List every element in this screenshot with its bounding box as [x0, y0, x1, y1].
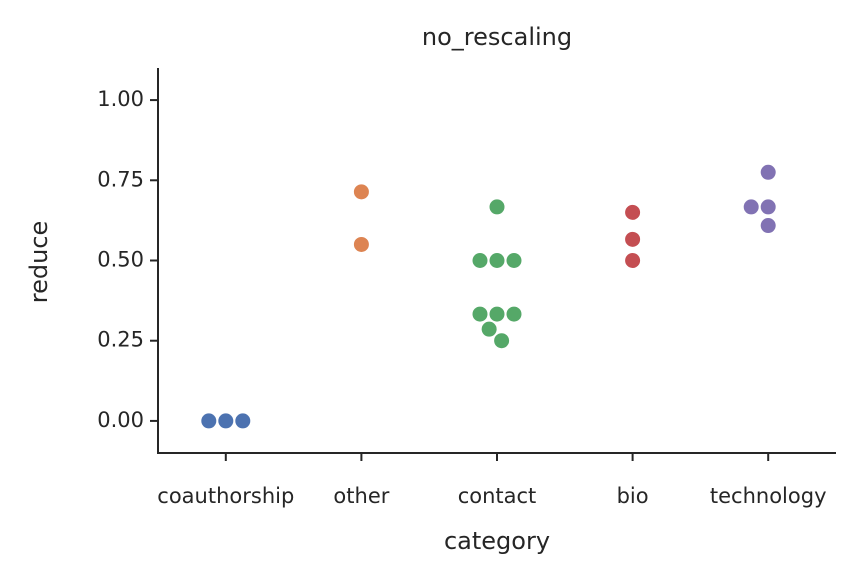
y-tick-label: 0.00: [97, 408, 144, 432]
point: [625, 204, 641, 220]
point: [472, 253, 488, 268]
y-tick-label: 0.50: [97, 248, 144, 272]
point: [625, 253, 641, 268]
y-axis-label: reduce: [25, 221, 53, 304]
point: [506, 253, 522, 268]
y-tick-label: 0.75: [97, 167, 144, 191]
point: [353, 184, 369, 200]
x-axis-label: category: [444, 527, 550, 555]
point: [743, 199, 759, 215]
point: [201, 413, 217, 429]
point: [625, 231, 641, 247]
point: [489, 199, 505, 215]
y-tick-label: 1.00: [97, 87, 144, 111]
chart-title: no_rescaling: [422, 23, 572, 51]
point: [353, 236, 369, 252]
x-tick-label: coauthorship: [157, 484, 294, 508]
point: [760, 199, 776, 215]
point: [481, 321, 497, 337]
point: [760, 164, 776, 180]
point: [506, 306, 522, 322]
point: [489, 253, 505, 268]
point: [494, 333, 510, 349]
x-tick-label: technology: [710, 484, 827, 508]
y-tick-label: 0.25: [97, 328, 144, 352]
point: [235, 413, 251, 429]
point: [489, 306, 505, 322]
x-tick-label: contact: [458, 484, 537, 508]
point: [472, 306, 488, 322]
x-tick-label: bio: [617, 484, 649, 508]
x-tick-label: other: [333, 484, 389, 508]
point: [760, 218, 776, 234]
point: [218, 413, 234, 429]
